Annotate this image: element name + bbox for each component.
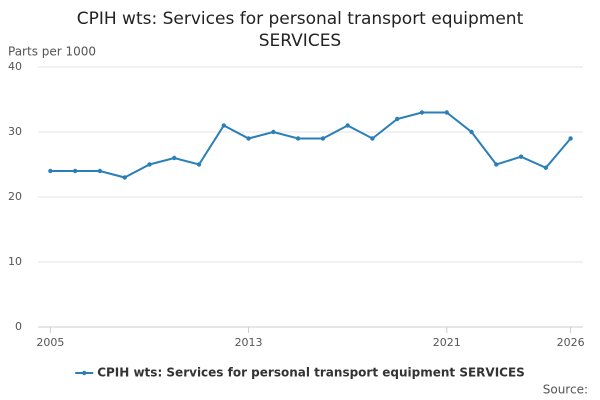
y-tick-label: 30 <box>8 125 22 138</box>
y-tick-label: 10 <box>8 255 22 268</box>
data-point <box>172 155 177 161</box>
source: Source: <box>543 383 588 397</box>
data-point <box>444 110 449 115</box>
data-point <box>345 123 350 128</box>
data-point <box>295 136 301 141</box>
data-point <box>320 136 326 141</box>
legend: CPIH wts: Services for personal transpor… <box>75 366 525 380</box>
data-point <box>196 162 202 167</box>
data-point <box>469 129 474 135</box>
series-line <box>50 111 572 179</box>
legend-marker <box>81 370 87 376</box>
legend-label: CPIH wts: Services for personal transpor… <box>97 366 525 380</box>
data-point <box>97 168 103 174</box>
x-tick-label: 2021 <box>433 336 461 349</box>
x-tick-label: 2013 <box>235 336 263 349</box>
data-point <box>48 168 53 174</box>
data-point <box>271 129 276 135</box>
y-tick-label: 40 <box>8 60 22 73</box>
chart-title: CPIH wts: Services for personal transpor… <box>76 9 524 51</box>
data-point <box>72 168 78 174</box>
y-axis-label: Parts per 1000 <box>8 45 96 59</box>
data-point <box>494 162 499 167</box>
data-point <box>370 136 375 141</box>
y-tick-label: 0 <box>15 320 22 333</box>
data-point <box>246 136 251 141</box>
data-point <box>518 154 524 159</box>
x-tick-label: 2005 <box>36 336 64 349</box>
data-point <box>221 123 226 128</box>
data-point <box>395 116 400 122</box>
data-point <box>147 162 152 167</box>
y-tick-label: 20 <box>8 190 22 203</box>
data-point <box>419 110 425 115</box>
data-point <box>568 136 573 141</box>
x-tick-label: 2026 <box>557 336 585 349</box>
data-point <box>122 175 127 180</box>
data-point <box>543 165 549 170</box>
